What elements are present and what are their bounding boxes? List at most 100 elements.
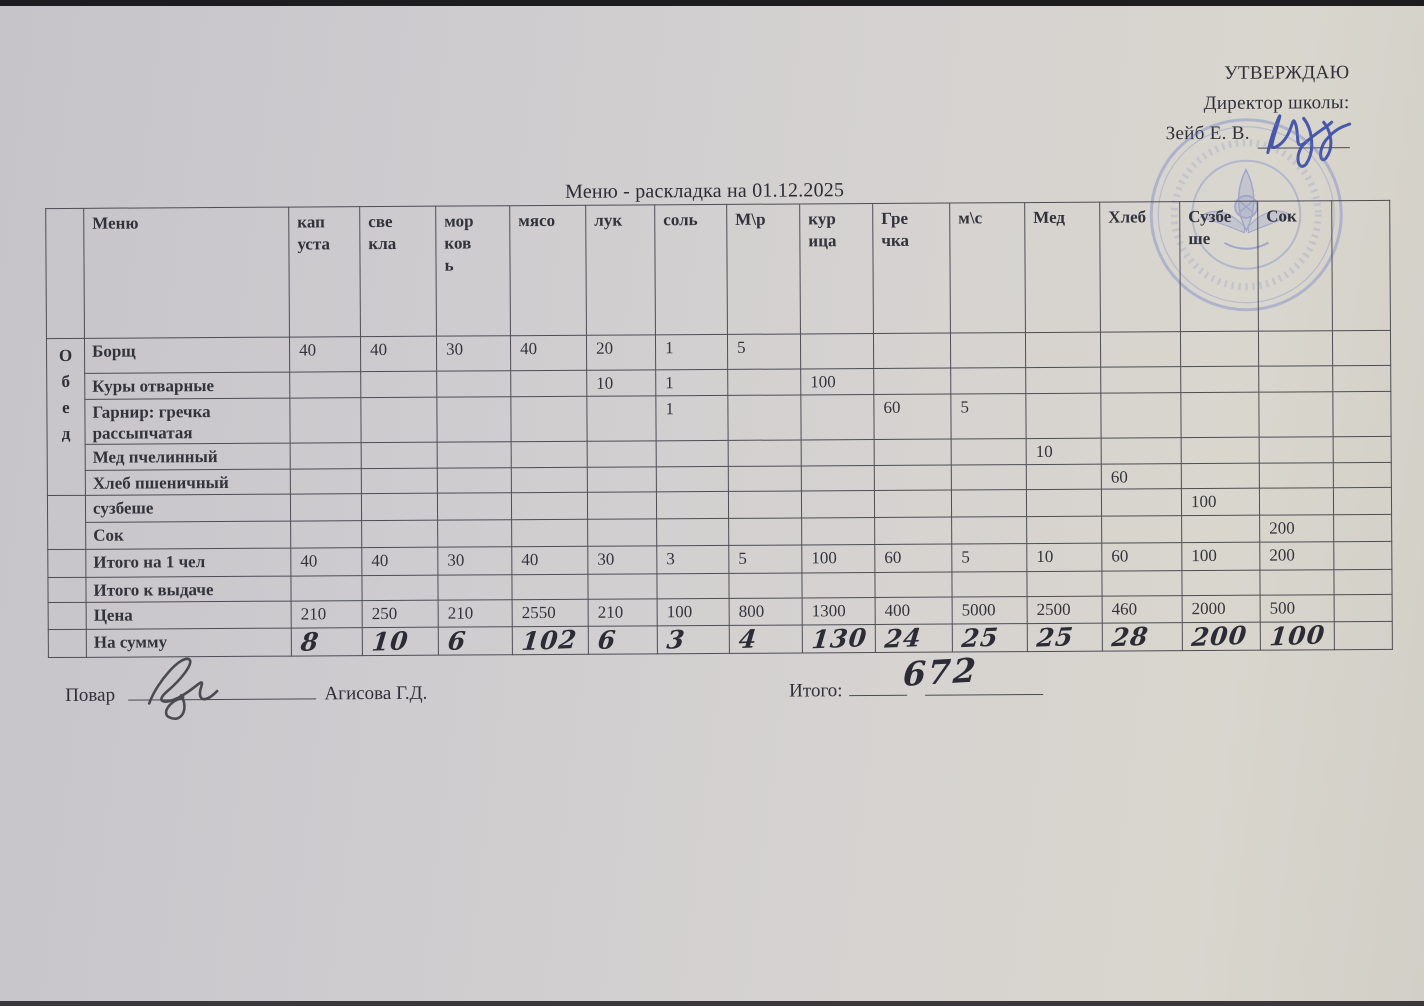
- cook-signature-line: [127, 682, 316, 701]
- value-cell: 40: [290, 547, 362, 577]
- handwritten-value: 25: [960, 622, 1001, 654]
- row-label: сузбеше: [85, 494, 291, 523]
- value-cell: [586, 395, 657, 442]
- value-cell: 1: [655, 334, 728, 370]
- value-cell: [1101, 488, 1182, 517]
- approval-line: Директор школы:: [1203, 92, 1350, 114]
- value-cell: [290, 468, 362, 495]
- value-cell: 5: [727, 333, 801, 370]
- header-cell: кур ица: [799, 203, 874, 334]
- approval-block: УТВЕРЖДАЮ Директор школы: Зейб Е. В.: [1165, 58, 1350, 149]
- trailing-empty-cell: [1332, 330, 1391, 366]
- value-cell: [1100, 392, 1182, 439]
- value-cell: [1181, 463, 1260, 489]
- value-cell: 500: [1260, 594, 1335, 623]
- value-cell: 3: [657, 625, 730, 655]
- value-cell: [1259, 487, 1334, 516]
- value-cell: [290, 520, 362, 549]
- value-cell: [1025, 393, 1102, 439]
- trailing-empty-cell: [1332, 365, 1391, 392]
- value-cell: [1100, 366, 1181, 394]
- value-cell: 200: [1182, 621, 1261, 652]
- header-cell: [1331, 200, 1391, 331]
- value-cell: 30: [437, 546, 512, 576]
- value-cell: 200: [1259, 514, 1334, 543]
- scanned-paper: УТВЕРЖДАЮ Директор школы: Зейб Е. В.: [0, 6, 1424, 1002]
- row-label: Борщ: [84, 337, 290, 374]
- value-cell: [950, 332, 1026, 369]
- approval-line: Зейб Е. В.: [1166, 118, 1350, 149]
- value-cell: [874, 465, 952, 491]
- value-cell: [951, 489, 1027, 518]
- value-cell: 210: [291, 600, 363, 629]
- value-cell: [1259, 569, 1335, 596]
- value-cell: [656, 440, 729, 467]
- row-label: Гарнир: гречка рассыпчатая: [84, 398, 291, 445]
- value-cell: 210: [588, 598, 658, 627]
- header-cell: мясо: [509, 205, 587, 336]
- value-cell: [361, 468, 438, 494]
- value-cell: [874, 572, 953, 598]
- value-cell: 100: [1260, 620, 1335, 652]
- value-cell: 2500: [1027, 596, 1103, 624]
- value-cell: 4: [729, 624, 803, 654]
- value-cell: [1180, 331, 1259, 367]
- value-cell: [511, 519, 588, 547]
- meal-spacer-cell: [47, 577, 87, 603]
- value-cell: 100: [1181, 542, 1260, 571]
- value-cell: [1181, 570, 1261, 596]
- value-cell: [587, 440, 657, 468]
- trailing-empty-cell: [1333, 569, 1393, 595]
- page-title: Меню - раскладка на 01.12.2025: [565, 179, 845, 203]
- value-cell: [1180, 366, 1259, 393]
- value-cell: [361, 442, 438, 469]
- header-cell: [45, 208, 85, 339]
- value-cell: 800: [729, 597, 803, 626]
- value-cell: [874, 517, 952, 545]
- value-cell: [511, 467, 588, 493]
- value-cell: [1026, 516, 1102, 544]
- value-cell: [656, 466, 729, 492]
- value-cell: 100: [1181, 488, 1260, 516]
- value-cell: 30: [436, 335, 511, 372]
- row-label: Сок: [85, 521, 291, 550]
- value-cell: [874, 439, 952, 466]
- value-cell: 40: [511, 546, 588, 575]
- header-cell: Хлеб: [1099, 201, 1181, 333]
- value-cell: 8: [291, 627, 363, 657]
- value-cell: 6: [588, 625, 658, 655]
- value-cell: 3: [656, 545, 729, 574]
- value-cell: 40: [510, 335, 587, 371]
- photo-edge-bottom: [0, 1001, 1424, 1006]
- value-cell: [1101, 437, 1182, 465]
- value-cell: [951, 438, 1027, 466]
- row-label: На сумму: [86, 628, 292, 658]
- menu-table: Меню кап уста све кла мор ков ь мясо лук соль М…: [45, 200, 1393, 658]
- header-cell: кап уста: [288, 206, 361, 338]
- approval-line: УТВЕРЖДАЮ: [1224, 62, 1350, 84]
- value-cell: [1258, 391, 1334, 438]
- value-cell: [728, 572, 803, 599]
- value-cell: [656, 491, 729, 519]
- value-cell: 1300: [802, 597, 876, 625]
- trailing-empty-cell: [1333, 487, 1392, 515]
- value-cell: 60: [1101, 542, 1182, 572]
- value-cell: [873, 368, 951, 395]
- value-cell: [1258, 330, 1333, 367]
- header-cell: Гре чка: [872, 203, 951, 334]
- value-cell: [290, 442, 362, 470]
- header-cell: мор ков ь: [435, 205, 511, 337]
- handwritten-value: 28: [1110, 621, 1151, 653]
- value-cell: [951, 464, 1027, 491]
- row-label: Мед пчелинный: [85, 443, 291, 471]
- value-cell: [874, 490, 952, 518]
- value-cell: [360, 371, 437, 398]
- value-cell: 6: [438, 626, 513, 656]
- header-cell: М\р: [726, 203, 801, 335]
- value-cell: [1100, 331, 1181, 368]
- header-cell: Сок: [1257, 200, 1333, 332]
- value-cell: [511, 441, 588, 468]
- handwritten-value: 8: [299, 627, 321, 657]
- value-cell: [437, 574, 513, 601]
